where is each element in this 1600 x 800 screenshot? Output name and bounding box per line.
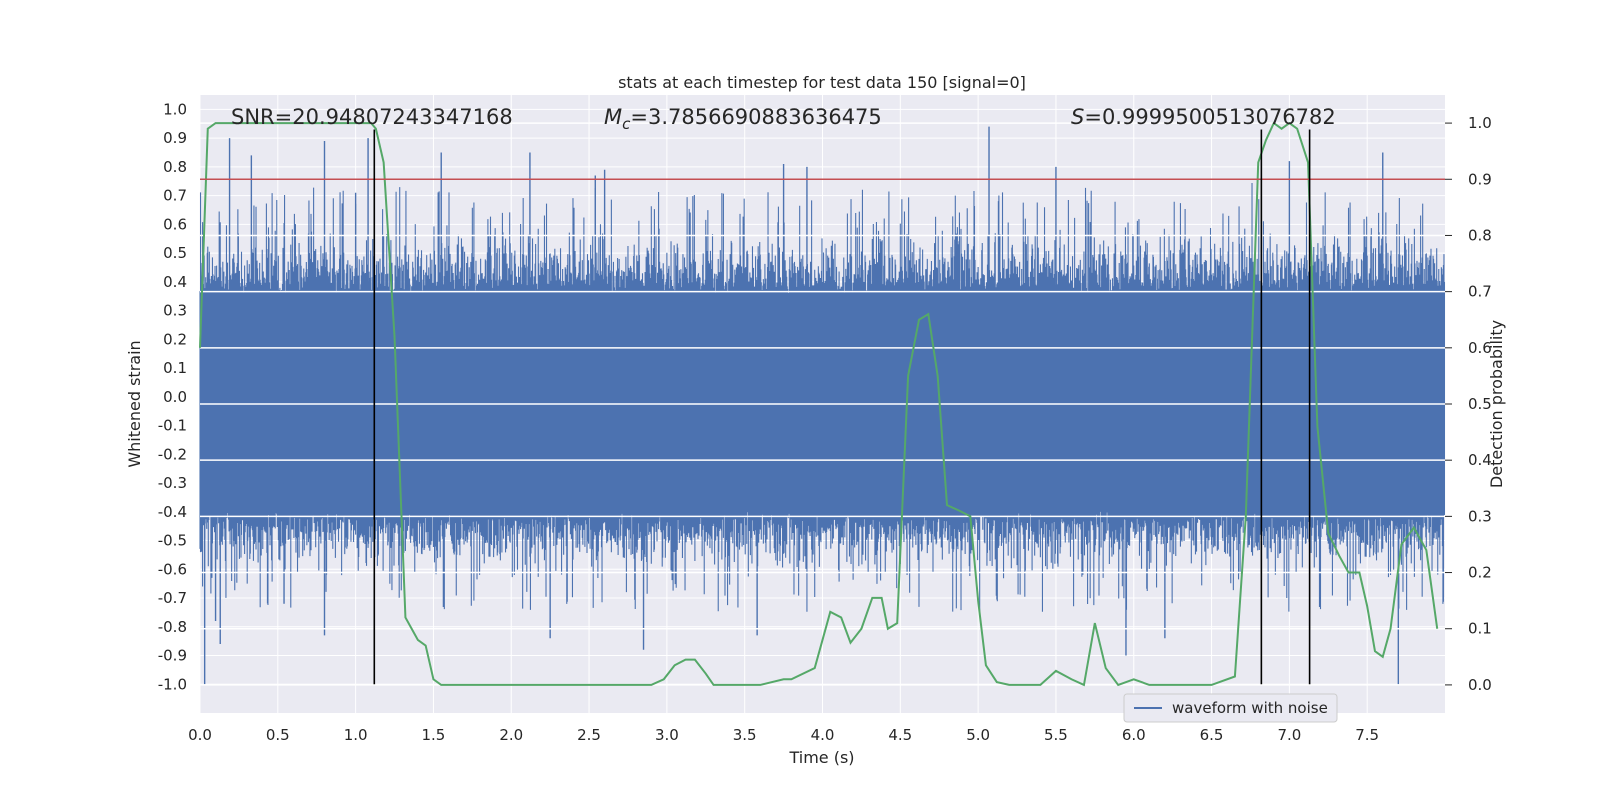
x-tick-label: 0.0 bbox=[188, 726, 212, 744]
y-tick-label: 1.0 bbox=[163, 100, 187, 118]
y-tick-label: -0.1 bbox=[158, 417, 187, 435]
y-tick-label: 0.9 bbox=[163, 129, 187, 147]
legend-box bbox=[1123, 693, 1338, 723]
snr-annotation: SNR=20.94807243347168 bbox=[231, 105, 513, 129]
y-right-tick-label: 0.3 bbox=[1468, 507, 1492, 525]
x-ticks: 0.0 0.5 1.0 1.5 2.0 2.5 3.0 3.5 4.0 4.5 5.0 5.5 6.0 6… bbox=[188, 726, 1379, 744]
x-tick-label: 6.0 bbox=[1122, 726, 1146, 744]
s-value: =0.9999500513076782 bbox=[1084, 105, 1335, 129]
y-right-tick-label: 0.8 bbox=[1468, 226, 1492, 244]
y-axis-title-left: Whitened strain bbox=[125, 340, 144, 467]
y-tick-label: 0.3 bbox=[163, 302, 187, 320]
y-tick-label: -0.5 bbox=[158, 532, 187, 550]
mc-annotation: Mc=3.7856690883636475 bbox=[604, 105, 882, 133]
x-tick-label: 1.0 bbox=[344, 726, 368, 744]
y-tick-label: -0.7 bbox=[158, 589, 187, 607]
y-tick-label: 0.7 bbox=[163, 187, 187, 205]
y-tick-label: -0.2 bbox=[158, 445, 187, 463]
probability-line bbox=[199, 121, 1439, 687]
x-tick-label: 5.5 bbox=[1044, 726, 1068, 744]
y-ticks-right: 1.0 0.9 0.8 0.7 0.6 0.5 0.4 0.3 0.2 0.1 0.0 bbox=[1445, 114, 1492, 694]
x-tick-label: 3.0 bbox=[655, 726, 679, 744]
x-axis-title: Time (s) bbox=[788, 748, 854, 767]
mc-value: =3.7856690883636475 bbox=[630, 105, 881, 129]
x-tick-label: 1.5 bbox=[422, 726, 446, 744]
y-tick-label: 0.1 bbox=[163, 359, 187, 377]
y-tick-label: 0.5 bbox=[163, 244, 187, 262]
y-right-tick-label: 0.4 bbox=[1468, 451, 1492, 469]
svg-text:Mc=3.7856690883636475: Mc=3.7856690883636475 bbox=[604, 105, 882, 133]
y-tick-label: 0.2 bbox=[163, 330, 187, 348]
chart-title: stats at each timestep for test data 150… bbox=[618, 73, 1026, 92]
y-tick-label: 0.0 bbox=[163, 388, 187, 406]
x-tick-label: 7.5 bbox=[1355, 726, 1379, 744]
x-tick-label: 6.5 bbox=[1200, 726, 1224, 744]
x-tick-label: 2.5 bbox=[577, 726, 601, 744]
x-tick-label: 4.5 bbox=[888, 726, 912, 744]
y-right-tick-label: 1.0 bbox=[1468, 114, 1492, 132]
y-tick-label: -0.8 bbox=[158, 618, 187, 636]
x-tick-label: 5.0 bbox=[966, 726, 990, 744]
y-right-tick-label: 0.1 bbox=[1468, 620, 1492, 638]
y-ticks-left: 1.0 0.9 0.8 0.7 0.6 0.5 0.4 0.3 0.2 0.1 0.0 -0.1 -0.… bbox=[158, 100, 187, 693]
svg-text:S=0.9999500513076782: S=0.9999500513076782 bbox=[1071, 105, 1336, 129]
y-right-tick-label: 0.0 bbox=[1468, 676, 1492, 694]
y-tick-label: 0.4 bbox=[163, 273, 187, 291]
y-right-tick-label: 0.7 bbox=[1468, 283, 1492, 301]
y-tick-label: 0.8 bbox=[163, 158, 187, 176]
x-tick-label: 7.0 bbox=[1277, 726, 1301, 744]
legend-label-waveform: waveform with noise bbox=[1172, 699, 1328, 717]
y-tick-label: -0.4 bbox=[158, 503, 187, 521]
y-right-tick-label: 0.9 bbox=[1468, 170, 1492, 188]
y-tick-label: -0.6 bbox=[158, 560, 187, 578]
y-tick-label: -0.3 bbox=[158, 474, 187, 492]
y-right-tick-label: 0.5 bbox=[1468, 395, 1492, 413]
s-annotation: S=0.9999500513076782 bbox=[1071, 105, 1336, 129]
x-tick-label: 3.5 bbox=[733, 726, 757, 744]
probability-series bbox=[199, 121, 1439, 687]
y-tick-label: -0.9 bbox=[158, 647, 187, 665]
y-right-tick-label: 0.2 bbox=[1468, 564, 1492, 582]
x-tick-label: 2.0 bbox=[499, 726, 523, 744]
x-tick-label: 0.5 bbox=[266, 726, 290, 744]
legend: waveform with noise bbox=[1123, 693, 1338, 723]
y-tick-label: 0.6 bbox=[163, 215, 187, 233]
x-tick-label: 4.0 bbox=[811, 726, 835, 744]
y-right-tick-label: 0.6 bbox=[1468, 339, 1492, 357]
annotation-lines bbox=[200, 129, 1445, 685]
y-tick-label: -1.0 bbox=[158, 675, 187, 693]
y-axis-title-right: Detection probability bbox=[1487, 320, 1506, 488]
